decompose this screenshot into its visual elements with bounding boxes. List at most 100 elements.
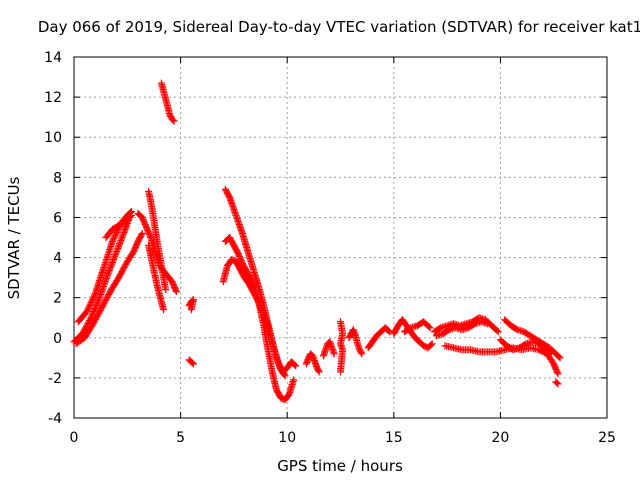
data-point	[548, 348, 556, 356]
data-point	[116, 238, 124, 246]
data-point	[92, 301, 100, 309]
data-point	[138, 229, 146, 237]
data-point	[556, 354, 564, 362]
data-point	[119, 230, 127, 238]
data-point	[111, 252, 119, 260]
series-arc-15	[319, 338, 338, 360]
data-point	[427, 341, 435, 349]
series-arc-07	[145, 242, 168, 314]
data-point	[84, 306, 92, 314]
data-point	[86, 302, 94, 310]
data-point	[120, 229, 128, 237]
y-tick-label: 6	[53, 210, 62, 226]
y-tick-label: 14	[44, 50, 62, 66]
data-point	[121, 227, 129, 235]
data-point	[337, 368, 344, 376]
data-points	[70, 79, 564, 404]
data-point	[83, 308, 91, 316]
data-point	[357, 348, 365, 356]
series-arc-08	[157, 79, 178, 125]
data-point	[118, 233, 126, 241]
data-point	[117, 237, 125, 245]
series-arc-03	[72, 229, 146, 348]
data-point	[107, 262, 115, 270]
data-point	[494, 328, 502, 336]
data-point	[172, 288, 180, 296]
data-point	[108, 260, 116, 268]
data-point	[87, 299, 95, 307]
y-tick-label: -2	[48, 371, 62, 387]
series-arc-22	[432, 318, 492, 340]
data-point	[110, 235, 118, 243]
data-point	[84, 305, 92, 313]
data-point	[91, 304, 99, 312]
data-point	[114, 243, 122, 251]
data-point	[112, 249, 120, 257]
y-tick-label: 2	[53, 291, 62, 307]
data-point	[126, 213, 134, 221]
y-tick-label: -4	[48, 411, 62, 427]
x-tick-label: 0	[70, 430, 79, 446]
series-arc-18	[364, 324, 394, 352]
data-point	[116, 240, 124, 248]
y-tick-label: 10	[44, 130, 62, 146]
series-arc-20	[400, 318, 434, 336]
data-point	[89, 294, 97, 302]
data-point	[113, 246, 121, 254]
data-point	[484, 320, 492, 328]
data-point	[128, 211, 136, 219]
series-arc-14	[302, 350, 323, 376]
data-point	[108, 238, 116, 246]
data-point	[104, 270, 112, 278]
data-point	[386, 328, 394, 336]
data-point	[95, 295, 103, 303]
x-tick-label: 10	[278, 430, 296, 446]
data-point	[91, 291, 99, 299]
data-point	[86, 300, 94, 308]
series-arc-04	[102, 211, 136, 241]
data-point	[261, 314, 269, 322]
data-point	[93, 300, 101, 308]
data-point	[384, 327, 392, 335]
data-point	[105, 268, 113, 276]
data-point	[189, 360, 197, 368]
data-point	[162, 286, 170, 294]
data-point	[169, 116, 177, 124]
series-arc-25	[496, 336, 556, 356]
data-point	[553, 368, 561, 376]
data-point	[493, 327, 501, 335]
x-tick-label: 25	[598, 430, 616, 446]
data-point	[172, 286, 180, 294]
axes	[73, 56, 608, 419]
data-point	[187, 306, 195, 314]
data-point	[94, 297, 102, 305]
x-tick-label: 5	[176, 430, 185, 446]
data-point	[110, 254, 118, 262]
data-point	[546, 347, 554, 355]
data-point	[88, 296, 96, 304]
y-tick-label: 12	[44, 90, 62, 106]
data-point	[115, 241, 123, 249]
data-point	[90, 306, 98, 314]
data-point	[428, 340, 436, 348]
series-arc-23	[441, 342, 562, 378]
y-tick-label: 4	[53, 251, 62, 267]
data-point	[107, 263, 115, 271]
data-point	[290, 376, 298, 384]
data-point	[170, 117, 178, 125]
data-point	[358, 350, 366, 358]
x-tick-label: 20	[491, 430, 509, 446]
data-point	[281, 372, 289, 380]
data-point	[315, 368, 323, 376]
data-point	[94, 298, 102, 306]
series-arc-16	[337, 318, 347, 376]
data-point	[188, 359, 196, 367]
data-point	[111, 233, 119, 241]
data-point	[111, 251, 119, 259]
plot-border	[73, 56, 608, 419]
series-arc-17	[345, 326, 366, 358]
data-point	[553, 379, 561, 387]
grid-lines	[74, 57, 607, 418]
